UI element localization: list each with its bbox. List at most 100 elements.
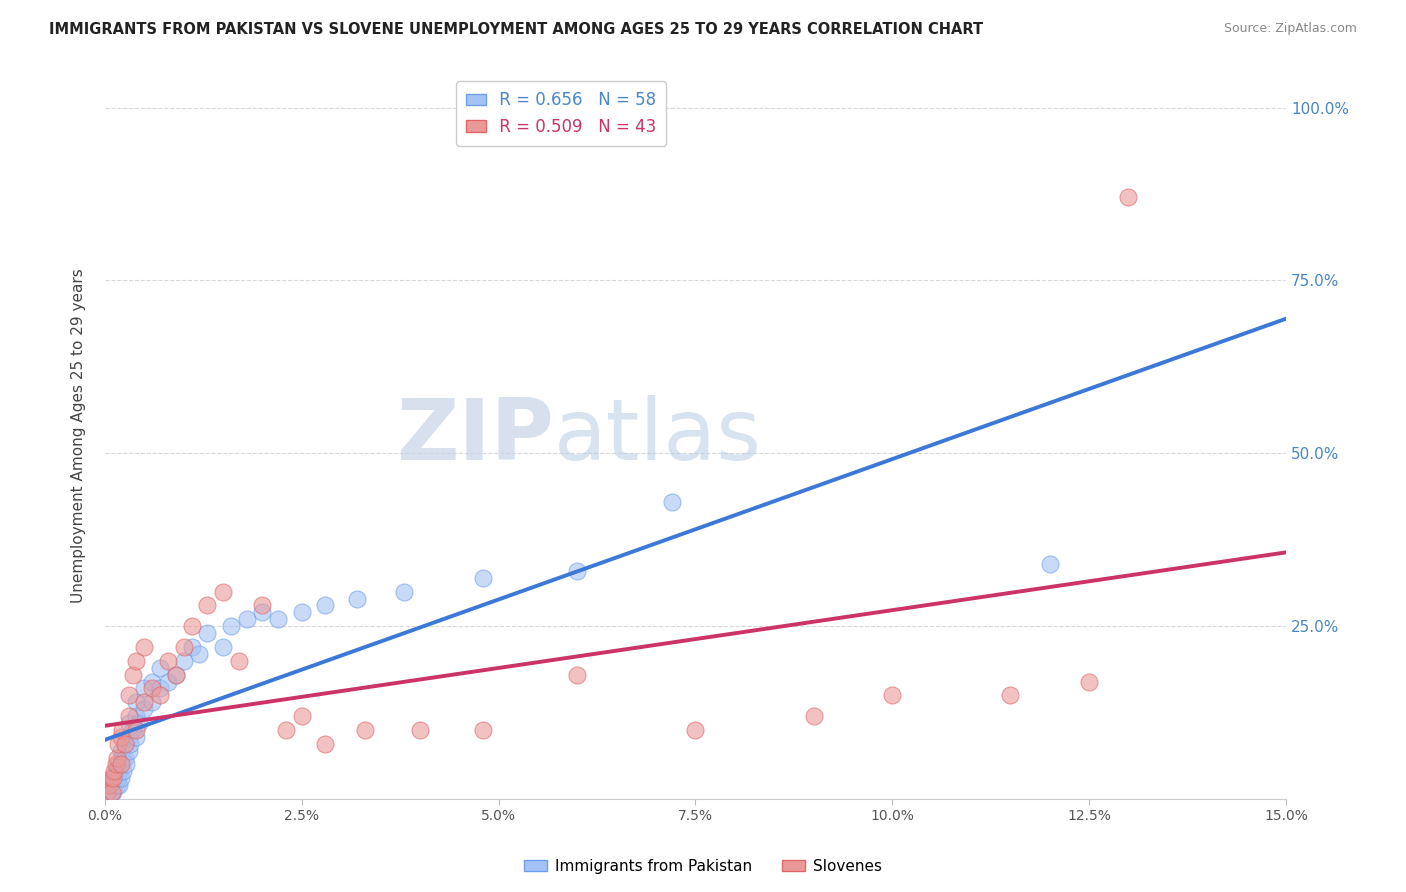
Point [108, 764, 131, 779]
Point [105, 778, 128, 792]
Point [117, 744, 139, 758]
Point [149, 661, 172, 675]
Point [114, 737, 136, 751]
Point [219, 619, 242, 633]
Point [97, 785, 120, 799]
Point [228, 654, 250, 668]
Point [882, 689, 904, 703]
Point [121, 667, 143, 681]
Point [128, 716, 150, 731]
Point [117, 730, 139, 744]
Point [141, 674, 163, 689]
Point [110, 757, 132, 772]
Point [141, 695, 163, 709]
Point [141, 681, 163, 696]
Point [188, 647, 211, 661]
Point [149, 681, 172, 696]
Legend: Immigrants from Pakistan, Slovenes: Immigrants from Pakistan, Slovenes [517, 853, 889, 880]
Point [803, 709, 825, 723]
Point [156, 674, 179, 689]
Point [96, 785, 118, 799]
Point [101, 785, 124, 799]
Point [100, 778, 122, 792]
Point [110, 757, 132, 772]
Point [110, 744, 132, 758]
Point [567, 667, 589, 681]
Point [101, 772, 124, 786]
Point [100, 778, 122, 792]
Point [195, 599, 218, 613]
Point [110, 730, 132, 744]
Point [96, 785, 118, 799]
Point [314, 737, 336, 751]
Point [291, 709, 314, 723]
Point [661, 494, 683, 508]
Point [125, 654, 148, 668]
Point [121, 723, 143, 737]
Point [1000, 689, 1022, 703]
Point [212, 584, 235, 599]
Point [105, 764, 128, 779]
Point [180, 619, 202, 633]
Point [111, 750, 134, 764]
Point [134, 695, 156, 709]
Point [103, 764, 125, 779]
Point [117, 689, 139, 703]
Point [346, 591, 368, 606]
Point [97, 778, 120, 792]
Point [314, 599, 336, 613]
Point [409, 723, 432, 737]
Point [105, 750, 128, 764]
Point [103, 778, 125, 792]
Y-axis label: Unemployment Among Ages 25 to 29 years: Unemployment Among Ages 25 to 29 years [72, 268, 86, 603]
Point [111, 723, 134, 737]
Point [120, 737, 142, 751]
Point [173, 654, 195, 668]
Point [685, 723, 707, 737]
Point [180, 640, 202, 654]
Point [108, 778, 131, 792]
Point [252, 599, 274, 613]
Point [149, 689, 172, 703]
Point [195, 626, 218, 640]
Point [105, 764, 128, 779]
Point [165, 667, 187, 681]
Point [291, 605, 314, 619]
Point [1118, 190, 1140, 204]
Point [392, 584, 415, 599]
Point [125, 730, 148, 744]
Point [173, 640, 195, 654]
Text: Source: ZipAtlas.com: Source: ZipAtlas.com [1223, 22, 1357, 36]
Point [134, 640, 156, 654]
Point [104, 772, 127, 786]
Point [134, 681, 156, 696]
Legend:  R = 0.656   N = 58,  R = 0.509   N = 43: R = 0.656 N = 58, R = 0.509 N = 43 [456, 81, 666, 145]
Point [117, 709, 139, 723]
Point [125, 709, 148, 723]
Point [235, 612, 257, 626]
Point [471, 571, 494, 585]
Point [114, 750, 136, 764]
Point [165, 667, 187, 681]
Point [107, 737, 129, 751]
Point [112, 764, 135, 779]
Point [1078, 674, 1101, 689]
Text: ZIP: ZIP [396, 394, 554, 477]
Point [156, 654, 179, 668]
Point [1039, 557, 1062, 571]
Point [252, 605, 274, 619]
Point [110, 772, 132, 786]
Point [212, 640, 235, 654]
Point [125, 695, 148, 709]
Point [117, 716, 139, 731]
Point [125, 723, 148, 737]
Point [101, 785, 124, 799]
Text: atlas: atlas [554, 394, 762, 477]
Text: IMMIGRANTS FROM PAKISTAN VS SLOVENE UNEMPLOYMENT AMONG AGES 25 TO 29 YEARS CORRE: IMMIGRANTS FROM PAKISTAN VS SLOVENE UNEM… [49, 22, 983, 37]
Point [107, 757, 129, 772]
Point [101, 785, 124, 799]
Point [353, 723, 375, 737]
Point [107, 772, 129, 786]
Point [567, 564, 589, 578]
Point [105, 757, 128, 772]
